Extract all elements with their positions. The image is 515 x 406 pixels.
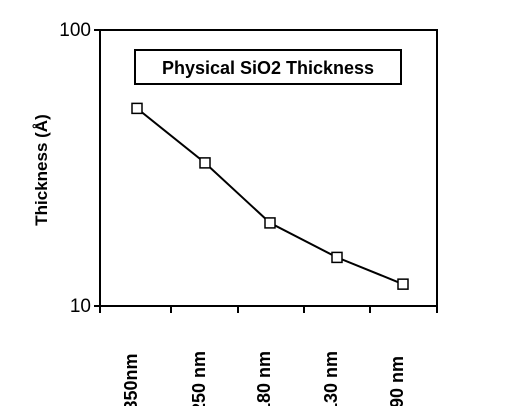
axes-layer bbox=[94, 29, 438, 313]
chart-title: Physical SiO2 Thickness bbox=[162, 58, 374, 78]
x-category-label-0: 350nm bbox=[121, 353, 141, 406]
data-point-4 bbox=[397, 278, 409, 290]
y-tick-label-1: 100 bbox=[59, 20, 91, 41]
thickness-series-line bbox=[136, 107, 404, 286]
data-point-2 bbox=[264, 217, 276, 229]
data-point-0 bbox=[131, 102, 143, 115]
x-category-label-3: 130 nm bbox=[321, 351, 341, 406]
title-box: Physical SiO2 Thickness bbox=[134, 49, 402, 85]
y-axis-label: Thickness (Å) bbox=[32, 114, 51, 225]
data-point-3 bbox=[331, 251, 343, 264]
data-point-1 bbox=[199, 157, 211, 169]
plot-frame bbox=[99, 29, 438, 307]
label-layer: 10 100 350nm 250 nm 180 nm 130 nm 90 nm bbox=[59, 20, 407, 406]
series-layer bbox=[131, 102, 409, 290]
y-tick-label-0: 10 bbox=[70, 296, 91, 317]
x-category-label-1: 250 nm bbox=[189, 351, 209, 406]
x-category-label-2: 180 nm bbox=[254, 351, 274, 406]
title-box-frame bbox=[134, 49, 402, 85]
x-category-label-4: 90 nm bbox=[387, 356, 407, 406]
